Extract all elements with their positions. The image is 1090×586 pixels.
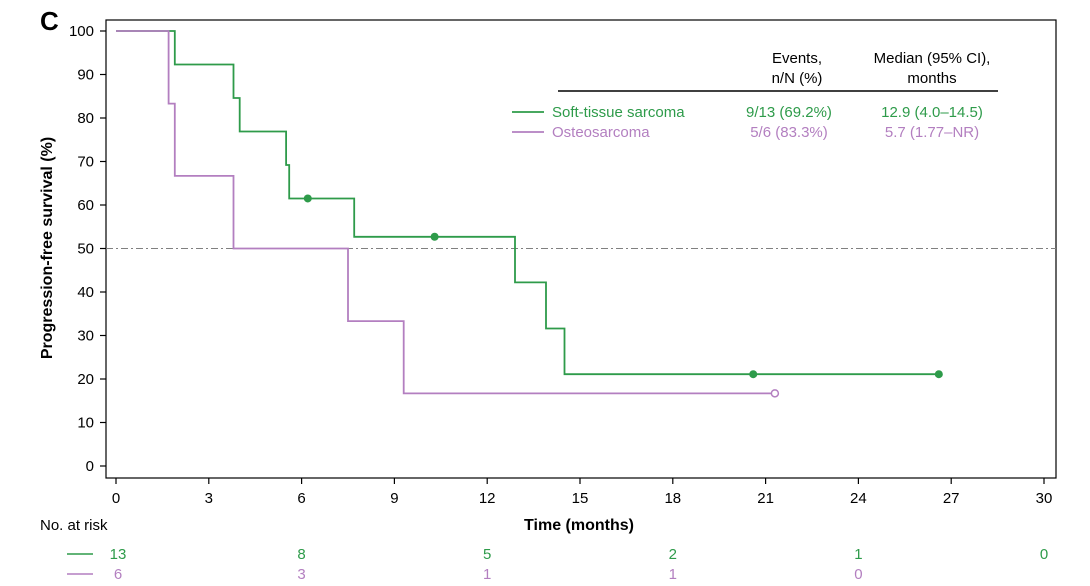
legend-median: 12.9 (4.0–14.5) bbox=[881, 104, 983, 121]
curve-soft-tissue-sarcoma bbox=[116, 30, 939, 376]
at-risk-count: 1 bbox=[854, 546, 862, 563]
legend-events: 5/6 (83.3%) bbox=[750, 124, 828, 141]
legend-header-events-sub: n/N (%) bbox=[772, 70, 823, 87]
at-risk-title: No. at risk bbox=[40, 517, 108, 534]
x-tick-label: 3 bbox=[205, 490, 213, 507]
at-risk-table: 13 8 5 2 1 0 6 3 1 1 0 bbox=[67, 546, 1048, 583]
legend-header-median-sub: months bbox=[907, 70, 956, 87]
y-tick-label: 40 bbox=[77, 284, 94, 301]
y-axis-label: Progression-free survival (%) bbox=[39, 137, 56, 359]
legend-median: 5.7 (1.77–NR) bbox=[885, 124, 979, 141]
censor-mark bbox=[770, 389, 780, 398]
censor-mark bbox=[749, 370, 758, 379]
y-tick-label: 30 bbox=[77, 328, 94, 345]
censor-mark bbox=[430, 232, 439, 241]
at-risk-count: 0 bbox=[1040, 546, 1048, 563]
x-tick-label: 24 bbox=[850, 490, 867, 507]
x-tick-label: 21 bbox=[757, 490, 774, 507]
x-tick-label: 9 bbox=[390, 490, 398, 507]
at-risk-count: 8 bbox=[297, 546, 305, 563]
at-risk-count: 2 bbox=[669, 546, 677, 563]
censor-mark bbox=[934, 370, 943, 379]
x-tick-label: 15 bbox=[572, 490, 589, 507]
x-tick-label: 27 bbox=[943, 490, 960, 507]
panel-label: C bbox=[40, 6, 59, 36]
curve-osteosarcoma bbox=[116, 30, 775, 395]
at-risk-count: 6 bbox=[114, 566, 122, 583]
axes: 0 3 6 9 12 15 18 21 24 27 30 0 10 20 30 40 50 60 70 80 90 100 bbox=[69, 23, 1052, 507]
censor-marks bbox=[303, 194, 943, 398]
y-tick-label: 90 bbox=[77, 67, 94, 84]
at-risk-count: 0 bbox=[854, 566, 862, 583]
censor-mark bbox=[303, 194, 312, 203]
y-tick-label: 60 bbox=[77, 197, 94, 214]
survival-curves bbox=[116, 30, 939, 395]
legend-header-median: Median (95% CI), bbox=[874, 50, 991, 67]
y-tick-label: 80 bbox=[77, 110, 94, 127]
x-axis-label: Time (months) bbox=[524, 517, 634, 534]
legend-series-name: Soft-tissue sarcoma bbox=[552, 104, 685, 121]
y-tick-label: 100 bbox=[69, 23, 94, 40]
y-tick-label: 0 bbox=[86, 458, 94, 475]
legend-header-events: Events, bbox=[772, 50, 822, 67]
x-tick-label: 6 bbox=[297, 490, 305, 507]
at-risk-count: 1 bbox=[483, 566, 491, 583]
at-risk-count: 13 bbox=[110, 546, 127, 563]
x-tick-label: 30 bbox=[1036, 490, 1053, 507]
at-risk-count: 3 bbox=[297, 566, 305, 583]
legend-series-name: Osteosarcoma bbox=[552, 124, 650, 141]
x-tick-label: 0 bbox=[112, 490, 120, 507]
legend-events: 9/13 (69.2%) bbox=[746, 104, 832, 121]
legend: Events, n/N (%) Median (95% CI), months Soft… bbox=[512, 50, 998, 141]
at-risk-count: 5 bbox=[483, 546, 491, 563]
y-tick-label: 50 bbox=[77, 241, 94, 258]
y-tick-label: 20 bbox=[77, 371, 94, 388]
y-tick-label: 10 bbox=[77, 415, 94, 432]
x-tick-label: 18 bbox=[664, 490, 681, 507]
at-risk-count: 1 bbox=[669, 566, 677, 583]
x-tick-label: 12 bbox=[479, 490, 496, 507]
y-tick-label: 70 bbox=[77, 154, 94, 171]
